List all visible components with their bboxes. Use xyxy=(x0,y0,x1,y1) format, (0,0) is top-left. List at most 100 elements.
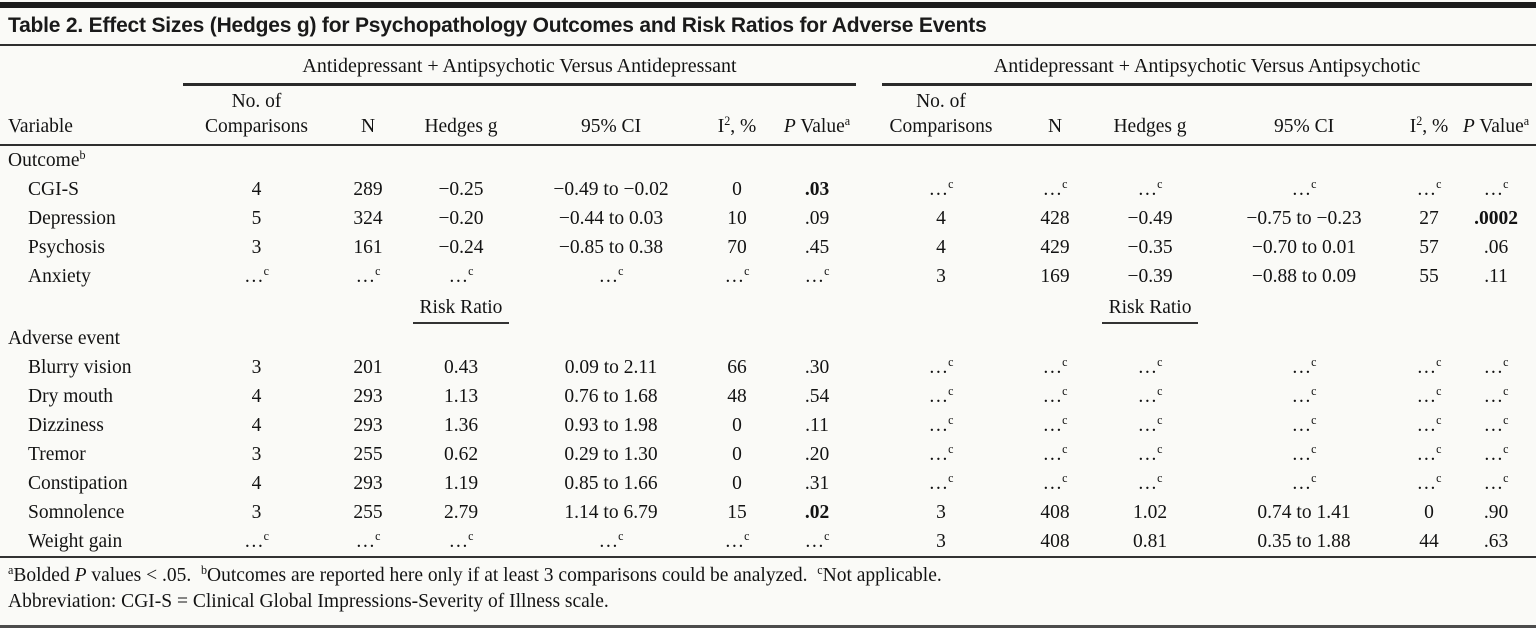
table-cell: …c xyxy=(448,264,474,287)
table-row: Psychosis 3 161 −0.24 −0.85 to 0.38 70 .45 4 429… xyxy=(0,233,1536,262)
table-cell: .03 xyxy=(804,179,830,200)
table-cell: −0.35 xyxy=(1127,237,1173,258)
table-cell: 70 xyxy=(727,237,747,258)
table-cell: 2.79 xyxy=(443,502,479,523)
table-cell: …c xyxy=(1291,355,1317,378)
table-cell: …c xyxy=(1416,471,1442,494)
risk-ratio-row: Risk Ratio Risk Ratio xyxy=(0,291,1536,324)
table-cell: 10 xyxy=(727,208,747,229)
table-cell: 0 xyxy=(732,179,742,200)
table-cell: 0.85 to 1.66 xyxy=(564,473,658,494)
table-cell: …c xyxy=(928,442,954,465)
table-cell: …c xyxy=(1291,384,1317,407)
table-cell: −0.25 xyxy=(438,179,484,200)
table-cell: …c xyxy=(598,264,624,287)
table-row: CGI-S 4 289 −0.25 −0.49 to −0.02 0 .03 …c …c …c …c… xyxy=(0,175,1536,204)
table-title: Table 2. Effect Sizes (Hedges g) for Psy… xyxy=(8,14,987,37)
table-cell: …c xyxy=(1291,471,1317,494)
table-cell: …c xyxy=(1416,442,1442,465)
risk-ratio-subheader: Risk Ratio xyxy=(412,295,510,324)
column-header-variable: Variable xyxy=(0,86,183,146)
table-cell: 4 xyxy=(251,179,262,200)
group1-header: Antidepressant + Antipsychotic Versus An… xyxy=(183,55,857,86)
table-cell xyxy=(1206,324,1402,353)
table-cell: …c xyxy=(1416,384,1442,407)
row-label: Tremor xyxy=(28,444,86,465)
table-cell: 0.93 to 1.98 xyxy=(564,415,658,436)
table-cell: …c xyxy=(355,529,381,552)
table-row: Depression 5 324 −0.20 −0.44 to 0.03 10 .09 4 42… xyxy=(0,204,1536,233)
row-label: Psychosis xyxy=(28,237,105,258)
table-cell: .06 xyxy=(1483,237,1509,258)
table-cell xyxy=(768,145,866,175)
table-row: Constipation 4 293 1.19 0.85 to 1.66 0 .31 …c …c… xyxy=(0,469,1536,498)
table-cell: 0.09 to 2.11 xyxy=(564,357,658,378)
table-cell: …c xyxy=(1042,355,1068,378)
table-cell: 169 xyxy=(1040,266,1070,287)
footnote-line-2: Abbreviation: CGI-S = Clinical Global Im… xyxy=(8,591,609,612)
table-cell: .30 xyxy=(804,357,830,378)
table-cell xyxy=(706,145,768,175)
table-cell xyxy=(1456,324,1536,353)
table-cell: …c xyxy=(804,264,830,287)
table-cell: …c xyxy=(1483,384,1509,407)
table-cell xyxy=(183,291,330,324)
table-cell: 4 xyxy=(251,386,262,407)
row-label: Dry mouth xyxy=(28,386,114,407)
column-header-comparisons-2: No. of Comparisons xyxy=(866,86,1017,146)
table-cell xyxy=(866,145,1016,175)
table-cell xyxy=(330,145,406,175)
table-cell: 4 xyxy=(936,237,946,258)
column-header-n-2: N xyxy=(1016,86,1095,146)
table-cell: 3 xyxy=(936,531,946,552)
column-header-n-1: N xyxy=(330,86,406,146)
group-header-cell-2: Antidepressant + Antipsychotic Versus An… xyxy=(866,46,1536,86)
table-cell xyxy=(706,291,768,324)
table-cell: 0.62 xyxy=(443,444,479,465)
table-cell: −0.44 to 0.03 xyxy=(558,208,664,229)
table-cell: 0.29 to 1.30 xyxy=(564,444,658,465)
table-cell: 1.14 to 6.79 xyxy=(564,502,658,523)
table-cell: 293 xyxy=(353,415,383,436)
table-cell: 0 xyxy=(732,444,742,465)
group-header-spacer xyxy=(0,46,183,86)
table-cell: …c xyxy=(1416,177,1442,200)
table-cell: 0 xyxy=(1424,502,1434,523)
table-cell: .0002 xyxy=(1474,208,1518,229)
table-cell: .54 xyxy=(804,386,830,407)
table-cell: −0.70 to 0.01 xyxy=(1251,237,1357,258)
table-cell: 408 xyxy=(1040,502,1070,523)
table-cell xyxy=(866,291,1016,324)
table-row: Dizziness 4 293 1.36 0.93 to 1.98 0 .11 …c …c …c …… xyxy=(0,411,1536,440)
table-row: Tremor 3 255 0.62 0.29 to 1.30 0 .20 …c …c …c …c …c… xyxy=(0,440,1536,469)
table-cell: 1.02 xyxy=(1132,502,1168,523)
table-top-rule xyxy=(0,2,1536,8)
table-row: Anxiety …c …c …c …c …c …c 3 169 −0.39 −0.88 to 0.0… xyxy=(0,262,1536,291)
column-header-pvalue-1: P Valuea xyxy=(768,86,867,146)
table-cell: 201 xyxy=(353,357,383,378)
row-label: Blurry vision xyxy=(28,357,132,378)
column-header-ci-1: 95% CI xyxy=(516,86,706,146)
title-divider xyxy=(0,44,1536,46)
table-cell: −0.85 to 0.38 xyxy=(558,237,664,258)
table-cell: …c xyxy=(1042,442,1068,465)
table-cell: 57 xyxy=(1419,237,1439,258)
group-header-row: Antidepressant + Antipsychotic Versus An… xyxy=(0,46,1536,86)
group-header-cell-1: Antidepressant + Antipsychotic Versus An… xyxy=(183,46,866,86)
effect-sizes-table: Antidepressant + Antipsychotic Versus An… xyxy=(0,46,1536,556)
column-header-comparisons-1: No. of Comparisons xyxy=(183,86,330,146)
table-cell: …c xyxy=(355,264,381,287)
row-label: CGI-S xyxy=(28,179,79,200)
row-label: Depression xyxy=(28,208,116,229)
table-cell: …c xyxy=(1416,413,1442,436)
table-cell: .11 xyxy=(805,415,829,436)
table-cell: …c xyxy=(1483,442,1509,465)
table-cell xyxy=(183,324,330,353)
table-cell: 1.13 xyxy=(443,386,479,407)
table-cell: 161 xyxy=(353,237,383,258)
table-row: Weight gain …c …c …c …c …c …c 3 408 0.81 0.35 to 1… xyxy=(0,527,1536,556)
row-label: Constipation xyxy=(28,473,128,494)
table-cell xyxy=(1402,324,1456,353)
table-cell: …c xyxy=(1137,355,1163,378)
